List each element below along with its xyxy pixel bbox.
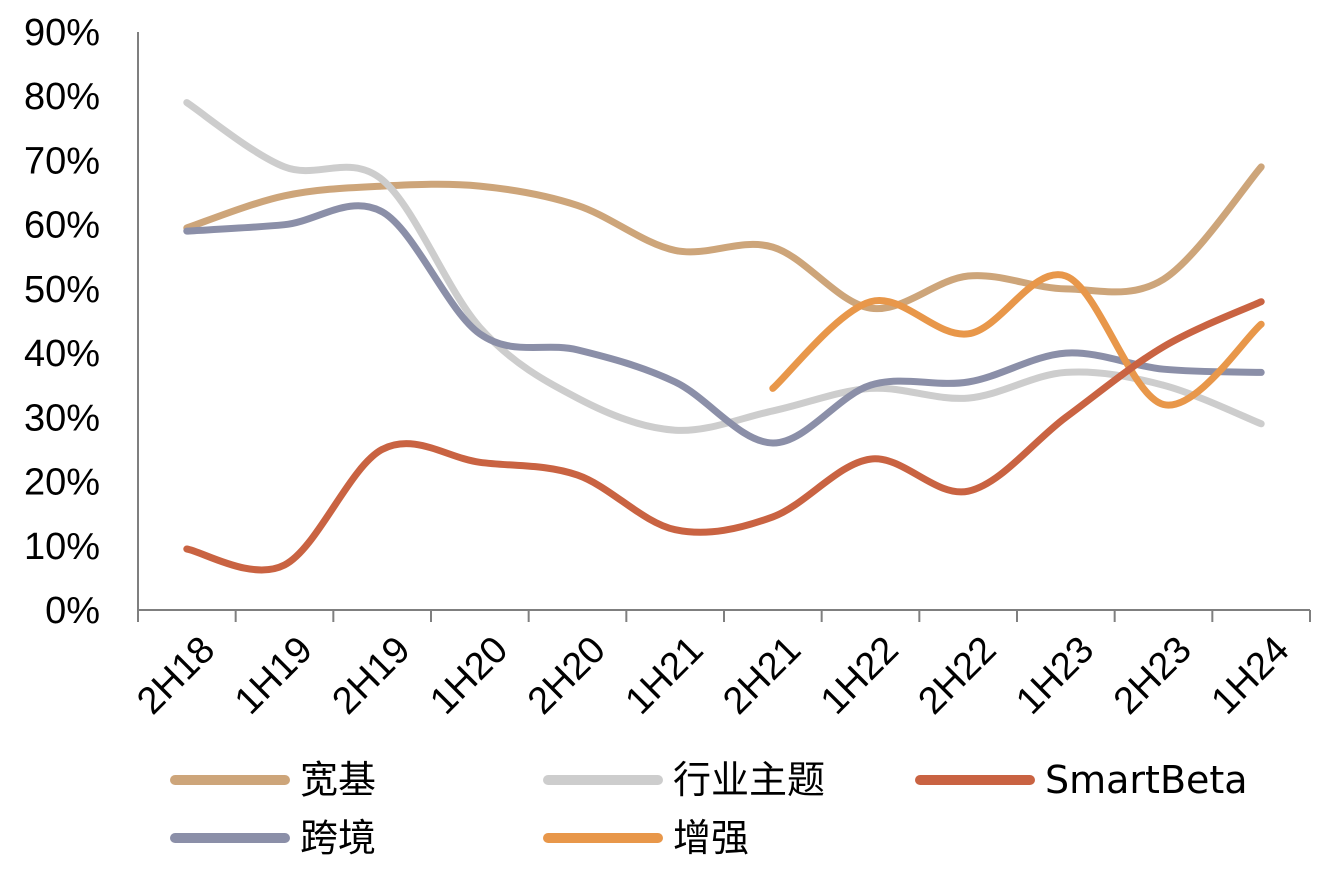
legend-item: 增强	[543, 816, 749, 860]
y-tick-label: 50%	[24, 269, 100, 311]
y-tick-label: 70%	[24, 140, 100, 182]
x-tick-label: 2H22	[911, 629, 1005, 723]
legend-label: SmartBeta	[1045, 758, 1248, 802]
legend-item: 行业主题	[543, 758, 825, 802]
series-line-3	[183, 202, 1265, 447]
x-tick-label: 2H19	[325, 629, 419, 723]
x-axis: 2H18 1H19 2H19 1H20 2H20 1H21 2H21 1H22 2H22 1H23…	[129, 609, 1311, 723]
y-tick-label: 0%	[45, 590, 100, 632]
x-tick-label: 2H20	[520, 629, 614, 723]
x-tick-label: 1H23	[1008, 629, 1102, 723]
x-tick-label: 2H23	[1106, 629, 1200, 723]
y-tick-label: 80%	[24, 76, 100, 118]
y-tick-label: 60%	[24, 205, 100, 247]
legend: 宽基 行业主题 SmartBeta 跨境 增强	[170, 758, 1248, 860]
y-tick-label: 30%	[24, 397, 100, 439]
legend-label: 增强	[673, 816, 749, 860]
legend-label: 跨境	[300, 816, 376, 860]
series-line-0	[183, 163, 1265, 313]
x-tick-label: 1H22	[813, 629, 907, 723]
legend-item: 宽基	[170, 758, 376, 802]
x-tick-label: 1H24	[1204, 629, 1298, 723]
y-tick-label: 90%	[24, 12, 100, 54]
legend-item: 跨境	[170, 816, 376, 860]
legend-item: SmartBeta	[915, 758, 1248, 802]
legend-label: 宽基	[300, 758, 376, 802]
series-line-2	[183, 298, 1265, 574]
y-tick-label: 10%	[24, 526, 100, 568]
series-lines	[183, 99, 1265, 574]
series-line-4	[769, 271, 1265, 409]
y-axis: 0% 10% 20% 30% 40% 50% 60% 70% 80% 90%	[24, 12, 139, 632]
y-tick-label: 40%	[24, 333, 100, 375]
legend-label: 行业主题	[673, 758, 825, 802]
series-line-1	[183, 99, 1265, 434]
x-tick-label: 2H18	[129, 629, 223, 723]
y-tick-label: 20%	[24, 462, 100, 504]
x-tick-label: 1H20	[422, 629, 516, 723]
x-tick-label: 2H21	[715, 629, 809, 723]
x-tick-label: 1H21	[618, 629, 712, 723]
x-tick-label: 1H19	[227, 629, 321, 723]
